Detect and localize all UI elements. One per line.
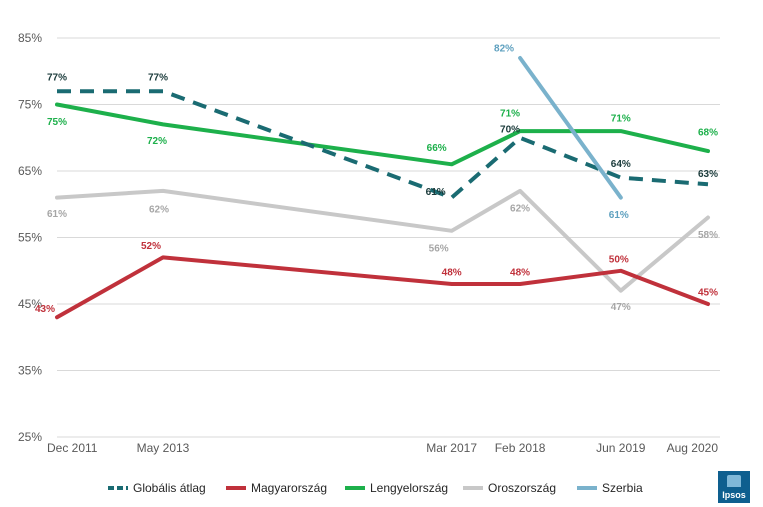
x-tick-label: Aug 2020: [667, 441, 719, 455]
legend-label: Magyarország: [251, 481, 327, 495]
data-label: 77%: [148, 73, 168, 84]
y-tick-label: 55%: [18, 231, 42, 245]
y-tick-label: 65%: [18, 164, 42, 178]
y-tick-label: 25%: [18, 430, 42, 444]
data-label: 45%: [698, 288, 718, 299]
series-line-2: [55, 102, 710, 167]
legend-label: Oroszország: [488, 481, 556, 495]
y-tick-label: 75%: [18, 98, 42, 112]
data-label: 71%: [611, 114, 631, 125]
data-label: 77%: [47, 73, 67, 84]
data-label: 56%: [429, 243, 449, 254]
legend-label: Lengyelország: [370, 481, 448, 495]
y-tick-label: 85%: [18, 31, 42, 45]
series-line-0: [57, 89, 709, 200]
data-label: 68%: [698, 128, 718, 139]
series-line-1: [55, 255, 710, 320]
data-label: 61%: [47, 209, 67, 220]
data-label: 62%: [510, 203, 530, 214]
x-tick-label: Dec 2011: [47, 441, 98, 455]
y-tick-label: 35%: [18, 364, 42, 378]
data-label: 63%: [698, 169, 718, 180]
data-label: 61%: [609, 210, 629, 221]
data-label: 62%: [149, 204, 169, 215]
ipsos-logo: Ipsos: [718, 471, 750, 503]
series-line-3: [55, 188, 710, 293]
logo-text: Ipsos: [722, 490, 746, 500]
data-label: 48%: [442, 268, 462, 279]
data-label: 58%: [698, 230, 718, 241]
legend-label: Szerbia: [602, 481, 643, 495]
series-line-4: [518, 56, 623, 200]
data-label: 75%: [47, 117, 67, 128]
logo-tab-shape: [727, 475, 741, 487]
data-label: 52%: [141, 241, 161, 252]
data-label: 50%: [609, 254, 629, 265]
data-label: 72%: [147, 136, 167, 147]
x-tick-label: Jun 2019: [596, 441, 646, 455]
data-label: 48%: [510, 268, 530, 279]
data-label: 64%: [611, 159, 631, 170]
data-label: 70%: [500, 124, 520, 135]
data-label: 61%: [426, 187, 446, 198]
x-tick-label: May 2013: [137, 441, 190, 455]
y-tick-label: 45%: [18, 297, 42, 311]
data-label: 71%: [500, 109, 520, 120]
x-tick-label: Mar 2017: [426, 441, 477, 455]
data-label: 43%: [35, 304, 55, 315]
x-tick-label: Feb 2018: [495, 441, 546, 455]
data-label: 66%: [427, 143, 447, 154]
data-label: 82%: [494, 43, 514, 54]
legend-label: Globális átlag: [133, 481, 206, 495]
data-label: 47%: [611, 302, 631, 313]
